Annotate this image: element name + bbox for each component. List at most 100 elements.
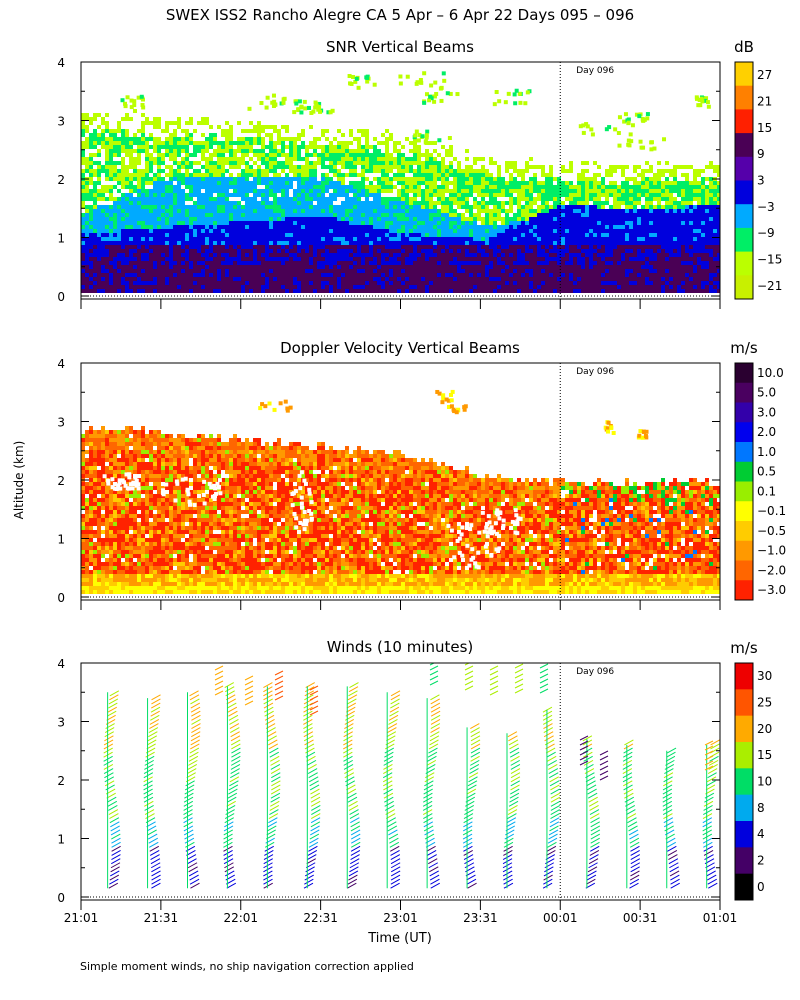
snr-cell — [93, 157, 97, 161]
snr-cell — [145, 185, 149, 189]
snr-cell — [213, 153, 217, 157]
snr-cell — [145, 149, 149, 153]
snr-cell — [153, 193, 157, 197]
snr-cell — [353, 153, 357, 157]
snr-cell — [573, 217, 577, 221]
snr-cell — [241, 289, 245, 293]
snr-cell — [233, 205, 237, 209]
snr-cell — [185, 213, 189, 217]
snr-cell — [241, 181, 245, 185]
snr-cell — [277, 237, 281, 241]
snr-cell — [141, 285, 145, 289]
snr-cell — [369, 261, 373, 265]
snr-cell — [533, 237, 537, 241]
snr-cell — [453, 277, 457, 281]
snr-cell — [273, 289, 277, 293]
snr-cell — [313, 185, 317, 189]
snr-cell — [153, 217, 157, 221]
snr-cell — [301, 149, 305, 153]
snr-cell — [157, 189, 161, 193]
snr-cell — [221, 173, 225, 177]
snr-cell — [321, 181, 325, 185]
snr-cell — [181, 249, 185, 253]
snr-cell — [533, 277, 537, 281]
snr-cell — [149, 265, 153, 269]
snr-cell — [365, 153, 369, 157]
snr-cell — [565, 233, 569, 237]
snr-cell — [353, 249, 357, 253]
snr-cell — [249, 229, 253, 233]
snr-cell — [437, 285, 441, 289]
snr-cell — [425, 225, 429, 229]
snr-cell — [569, 217, 573, 221]
snr-cell — [209, 133, 213, 137]
snr-cell — [333, 197, 337, 201]
snr-cell — [401, 213, 405, 217]
snr-cell — [373, 241, 377, 245]
snr-cell — [369, 229, 373, 233]
snr-cell — [121, 117, 125, 121]
snr-cell — [557, 241, 561, 245]
snr-cell — [121, 209, 125, 213]
snr-cell — [329, 253, 333, 257]
snr-cell — [489, 201, 493, 205]
snr-cell — [345, 285, 349, 289]
snr-cell — [329, 197, 333, 201]
snr-cell — [185, 145, 189, 149]
snr-cell — [557, 253, 561, 257]
snr-cell — [253, 173, 257, 177]
snr-cell — [501, 281, 505, 285]
snr-cell — [561, 189, 565, 193]
snr-cell — [421, 169, 425, 173]
snr-cell — [381, 189, 385, 193]
snr-cell — [429, 165, 433, 169]
snr-cell — [417, 237, 421, 241]
snr-cell — [281, 225, 285, 229]
snr-cell — [561, 205, 565, 209]
snr-cell — [253, 153, 257, 157]
snr-cell — [353, 177, 357, 181]
snr-cell — [305, 273, 309, 277]
snr-cell — [93, 141, 97, 145]
snr-cell — [541, 269, 545, 273]
snr-cell — [237, 177, 241, 181]
snr-cell — [177, 213, 181, 217]
snr-cell — [525, 193, 529, 197]
snr-cell — [325, 157, 329, 161]
snr-cell — [301, 157, 305, 161]
snr-cell — [381, 241, 385, 245]
snr-cell — [265, 261, 269, 265]
snr-cell — [261, 125, 265, 129]
snr-cell — [413, 221, 417, 225]
snr-cell — [237, 173, 241, 177]
snr-cell — [537, 281, 541, 285]
snr-cell — [225, 229, 229, 233]
snr-cell — [245, 225, 249, 229]
snr-cell — [617, 201, 621, 205]
snr-cell — [473, 273, 477, 277]
snr-cell — [169, 269, 173, 273]
snr-cell — [237, 273, 241, 277]
snr-cell — [229, 201, 233, 205]
snr-cell — [605, 193, 609, 197]
snr-cell — [485, 209, 489, 213]
snr-cell — [493, 241, 497, 245]
snr-cell — [521, 273, 525, 277]
snr-cell — [213, 213, 217, 217]
snr-cell — [433, 173, 437, 177]
snr-cell — [381, 205, 385, 209]
snr-cell — [209, 125, 213, 129]
snr-cell — [129, 253, 133, 257]
snr-cell — [433, 281, 437, 285]
snr-cell — [525, 213, 529, 217]
snr-cell — [417, 221, 421, 225]
snr-cell — [213, 201, 217, 205]
snr-cell — [417, 161, 421, 165]
snr-cell — [453, 189, 457, 193]
snr-cell — [213, 185, 217, 189]
snr-cell — [81, 121, 85, 125]
snr-cell — [457, 205, 461, 209]
snr-cell — [125, 149, 129, 153]
snr-cell — [285, 189, 289, 193]
snr-cell — [437, 169, 441, 173]
